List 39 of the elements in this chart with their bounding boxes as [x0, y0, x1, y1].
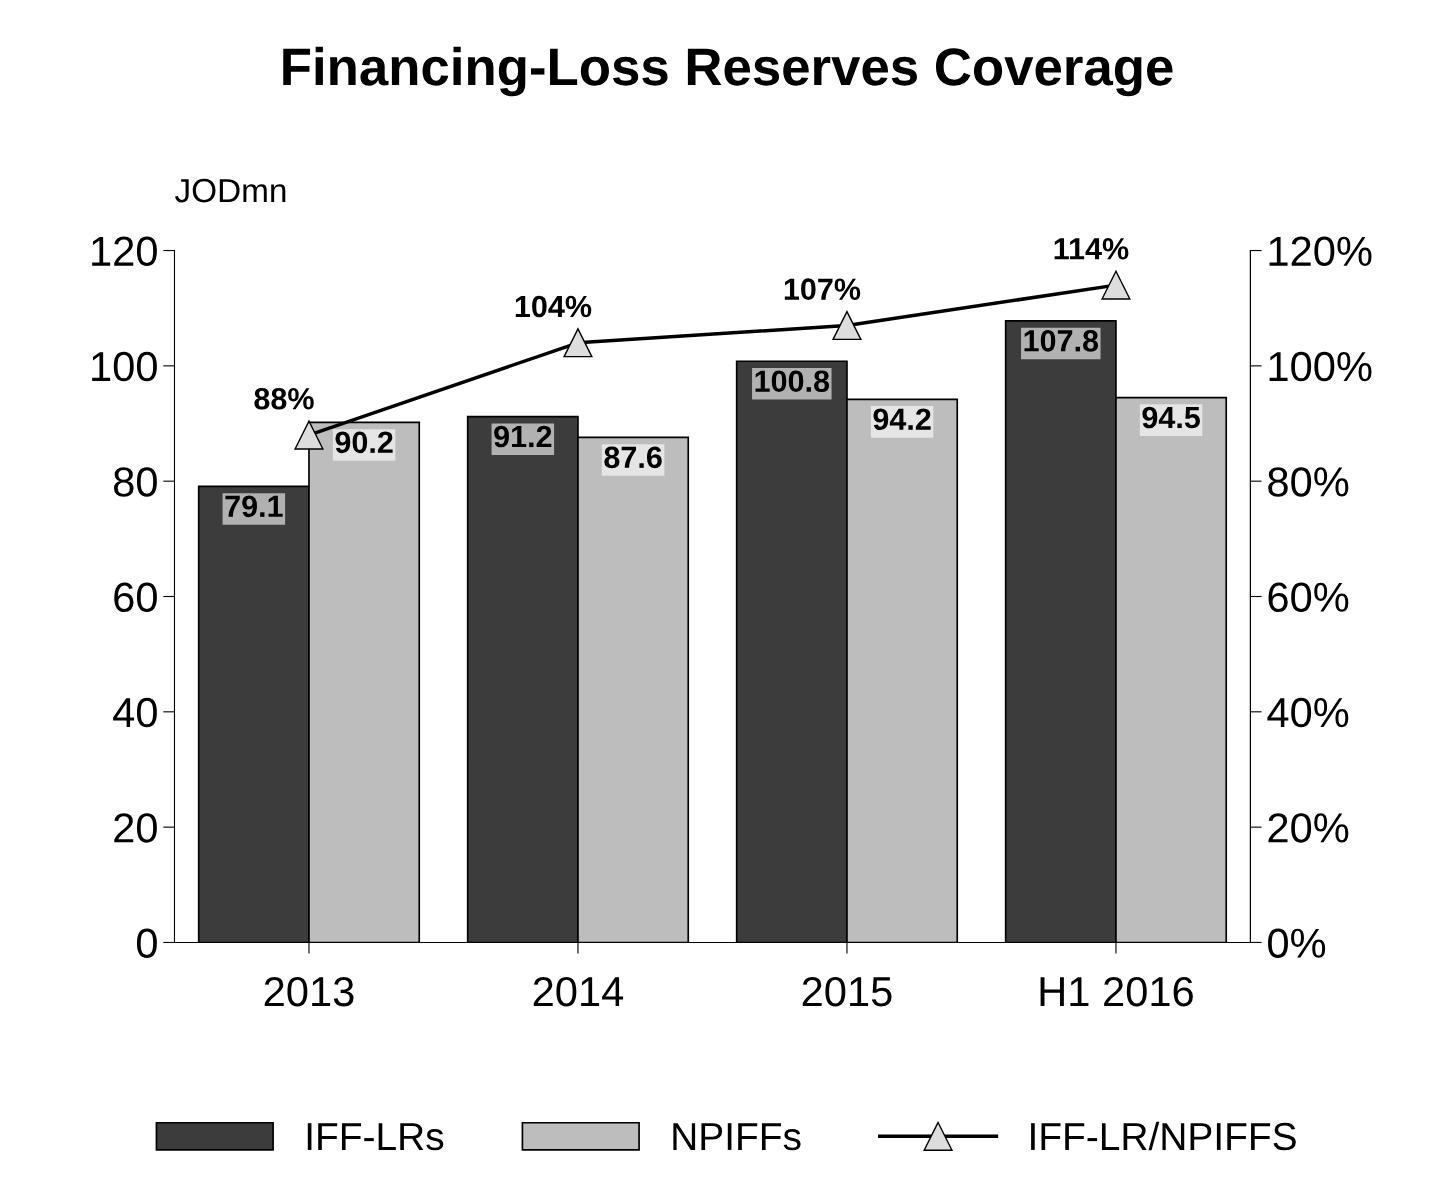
data-label: 88% [254, 387, 314, 410]
y-tick-label: 20 [114, 813, 157, 843]
data-label: 90.2 [335, 431, 393, 454]
data-label: 114% [1054, 238, 1129, 260]
y-tick-label: 80 [113, 467, 157, 497]
chart-title: Financing-Loss Reserves Coverage [283, 46, 1173, 97]
y-tick-label: 0 [136, 928, 157, 958]
point [832, 310, 862, 341]
legend-label: IFF-LRs [307, 1123, 444, 1151]
y2-tick-label: 80% [1268, 467, 1349, 497]
legend-label: NPIFFs [673, 1123, 801, 1151]
data-label: 91.2 [494, 425, 552, 448]
y-tick-label: 100 [92, 351, 157, 382]
y2-tick-label: 20% [1268, 813, 1349, 843]
y-tick-label: 40 [113, 697, 157, 728]
data-label: 79.1 [225, 495, 283, 518]
y2-tick-label: 120% [1269, 236, 1372, 267]
x-tick-label: 2015 [802, 976, 892, 1007]
point [1101, 270, 1131, 300]
data-label: 94.5 [1142, 406, 1200, 429]
point [294, 420, 324, 450]
data-label: 100.8 [755, 370, 830, 393]
data-label: 94.2 [873, 408, 931, 431]
legend-label: IFF-LR/NPIFFS [1031, 1121, 1296, 1151]
data-label: 107% [784, 278, 861, 301]
y-tick-label: 60 [114, 582, 157, 613]
x-tick-label: 2014 [533, 976, 624, 1007]
x-tick-label: H1 2016 [1040, 976, 1193, 1007]
y2-tick-label: 40% [1267, 697, 1349, 728]
y-tick-label: 120 [92, 236, 157, 267]
y2-tick-label: 60% [1268, 582, 1349, 613]
y2-tick-label: 0% [1268, 928, 1326, 958]
point [563, 328, 593, 358]
data-label: 104% [515, 295, 592, 318]
data-label: 107.8 [1024, 330, 1099, 352]
y2-tick-label: 100% [1269, 351, 1372, 382]
x-tick-label: 2013 [264, 976, 354, 1007]
y-axis-title: JODmn [175, 178, 286, 203]
data-label: 87.6 [604, 446, 662, 469]
